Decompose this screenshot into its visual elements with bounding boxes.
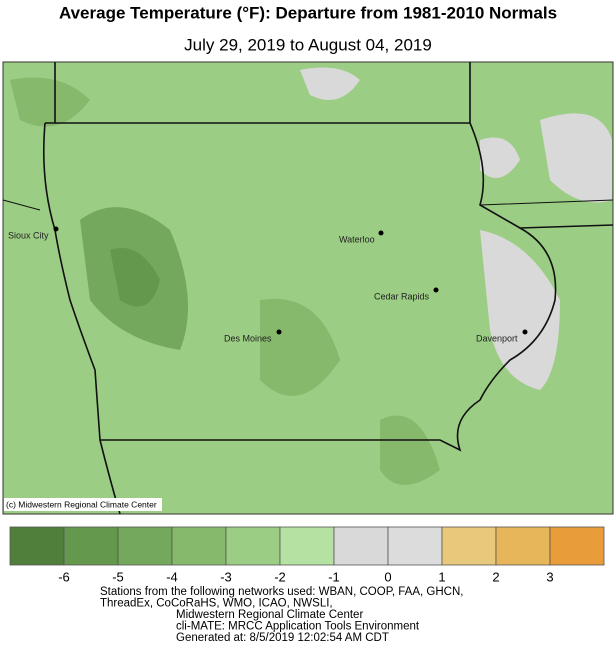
legend-swatch	[495, 526, 551, 566]
legend-tick-label: -1	[328, 569, 340, 584]
city-dot	[433, 287, 439, 293]
city-label: Des Moines	[224, 333, 272, 343]
legend-swatch	[117, 526, 173, 566]
legend-swatch	[279, 526, 335, 566]
city-dot	[53, 226, 59, 232]
legend-tick-label: -5	[112, 569, 124, 584]
city-label: Sioux City	[8, 230, 49, 240]
contour	[260, 298, 340, 396]
footer-line: Stations from the following networks use…	[100, 586, 463, 598]
footer-line: ThreadEx, CoCoRaHS, WMO, ICAO, NWSLI,	[100, 598, 333, 610]
legend-tick-label: 3	[546, 569, 553, 584]
legend-swatch	[333, 526, 389, 566]
footer: Stations from the following networks use…	[100, 586, 463, 644]
legend-tick-label: 2	[492, 569, 499, 584]
legend-swatch	[225, 526, 281, 566]
legend-swatch	[171, 526, 227, 566]
legend-swatch	[63, 526, 119, 566]
subtitle: July 29, 2019 to August 04, 2019	[184, 35, 432, 54]
legend-tick-label: -6	[58, 569, 70, 584]
legend-swatch	[387, 526, 443, 566]
footer-line: Midwestern Regional Climate Center	[176, 609, 363, 621]
state-borders	[42, 62, 614, 515]
city-label: Davenport	[476, 333, 518, 343]
credit: (c) Midwestern Regional Climate Center	[6, 499, 157, 509]
legend-tick-label: 0	[384, 569, 391, 584]
legend-tick-label: -2	[274, 569, 286, 584]
legend: -6 -5 -4 -3 -2 -1 0 1 2 3	[9, 526, 605, 584]
city-label: Cedar Rapids	[374, 291, 430, 301]
title: Average Temperature (°F): Departure from…	[59, 3, 557, 22]
contour	[480, 137, 520, 178]
contour	[540, 113, 612, 203]
credit-box	[4, 498, 162, 511]
contour	[10, 77, 90, 127]
borders	[2, 199, 614, 211]
city-dot	[378, 230, 384, 236]
footer-line: Generated at: 8/5/2019 12:02:54 AM CDT	[176, 632, 389, 644]
footer-line: cli-MATE: MRCC Application Tools Environ…	[176, 621, 420, 633]
contour	[110, 248, 160, 307]
contour	[300, 67, 360, 100]
legend-swatch	[441, 526, 497, 566]
city-dot	[276, 329, 282, 335]
city-label: Waterloo	[339, 234, 375, 244]
legend-tick-label: -3	[220, 569, 232, 584]
contour	[380, 415, 440, 485]
city-dot	[522, 329, 528, 335]
contour	[480, 230, 560, 390]
legend-tick-label: 1	[438, 569, 445, 584]
legend-tick-label: -4	[166, 569, 178, 584]
legend-swatch	[549, 526, 605, 566]
map: Sioux City Waterloo Cedar Rapids Des Moi…	[2, 61, 614, 515]
legend-swatch	[9, 526, 65, 566]
